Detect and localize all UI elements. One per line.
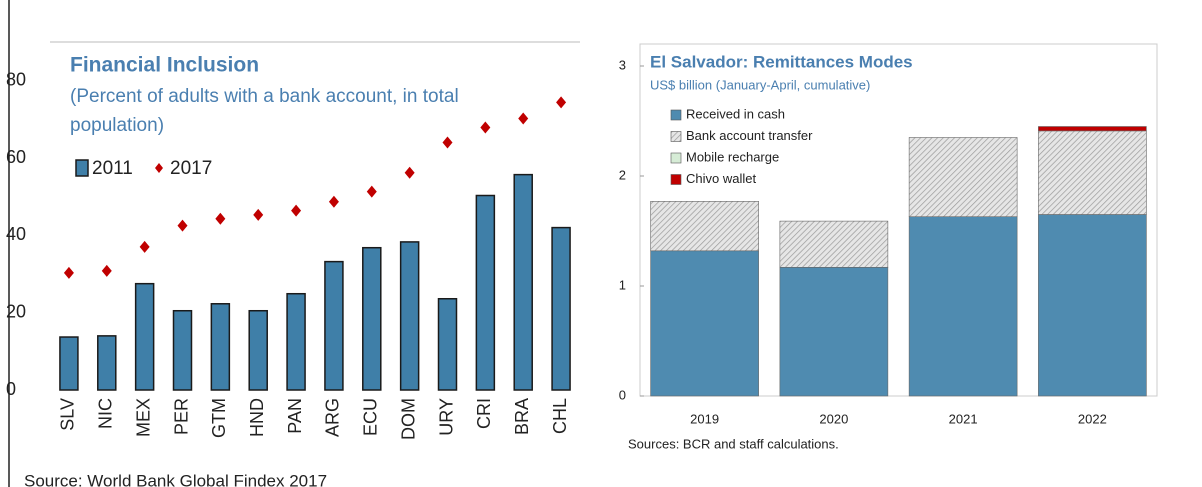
- bar-segment: [650, 250, 759, 397]
- x-tick-label: BRA: [512, 398, 532, 435]
- x-tick-label: ECU: [361, 398, 381, 436]
- bar: [172, 309, 193, 391]
- diamond-marker: [442, 136, 453, 149]
- diamond-marker: [518, 112, 529, 125]
- y-tick-label: 60: [6, 147, 26, 167]
- x-tick-label: 2022: [1078, 411, 1107, 426]
- y-tick-label: 0: [6, 379, 16, 399]
- y-tick-label: 20: [6, 301, 26, 321]
- x-tick-label: PAN: [285, 398, 305, 434]
- legend-label: Bank account transfer: [686, 128, 813, 143]
- x-tick-label: GTM: [209, 398, 229, 438]
- x-tick-label: 2019: [690, 411, 719, 426]
- x-tick-label: SLV: [58, 398, 78, 431]
- x-tick-label: 2020: [819, 411, 848, 426]
- bar: [551, 226, 571, 391]
- legend-swatch: [670, 131, 682, 142]
- legend-swatch: [670, 152, 682, 164]
- source: Sources: BCR and staff calculations.: [628, 436, 839, 451]
- diamond-marker: [215, 212, 226, 225]
- diamond-marker: [404, 166, 415, 179]
- bar: [97, 335, 117, 391]
- bar: [399, 241, 420, 391]
- legend-swatch: [155, 163, 163, 173]
- x-tick-label: MEX: [133, 398, 153, 437]
- legend-label: Received in cash: [686, 106, 785, 121]
- bar: [248, 309, 268, 391]
- chart-title: El Salvador: Remittances Modes: [650, 52, 913, 71]
- diamond-marker: [101, 264, 112, 277]
- legend-swatch: [75, 159, 89, 177]
- bar-segment: [1038, 130, 1147, 215]
- bar: [362, 246, 382, 391]
- x-tick-label: ARG: [323, 398, 343, 437]
- x-tick-label: URY: [436, 398, 456, 436]
- x-tick-label: CHL: [550, 398, 570, 434]
- bar-segment: [650, 201, 759, 252]
- diamond-marker: [177, 219, 188, 232]
- y-tick-label: 80: [6, 69, 26, 89]
- bar: [134, 282, 155, 391]
- legend-label: 2011: [92, 158, 133, 179]
- bar: [437, 297, 458, 391]
- diamond-marker: [139, 240, 150, 253]
- diamond-marker: [253, 208, 264, 221]
- bar: [286, 292, 306, 391]
- x-tick-label: CRI: [474, 398, 494, 429]
- chart-subtitle: (Percent of adults with a bank account, …: [70, 86, 459, 107]
- legend-label: 2017: [170, 158, 212, 179]
- legend-swatch: [670, 109, 682, 121]
- y-tick-label: 1: [619, 277, 626, 292]
- diamond-marker: [366, 185, 377, 198]
- diamond-marker: [291, 204, 302, 217]
- y-tick-label: 3: [619, 57, 626, 72]
- legend-label: Mobile recharge: [686, 149, 779, 164]
- diamond-marker: [328, 195, 339, 208]
- x-tick-label: 2021: [949, 411, 978, 426]
- chart-title: Financial Inclusion: [70, 54, 259, 77]
- x-tick-label: PER: [171, 398, 191, 435]
- bar: [513, 173, 533, 391]
- diamond-marker: [480, 121, 491, 134]
- diamond-marker: [63, 266, 74, 279]
- source: Source: World Bank Global Findex 2017: [24, 471, 327, 487]
- bar: [324, 260, 344, 391]
- diamond-marker: [556, 96, 567, 109]
- y-tick-label: 2: [619, 167, 626, 182]
- bar: [210, 303, 231, 391]
- x-tick-label: NIC: [96, 398, 116, 429]
- y-tick-label: 40: [6, 224, 26, 244]
- bar-segment: [1038, 214, 1147, 397]
- bar-segment: [1038, 126, 1147, 132]
- bar-segment: [908, 137, 1018, 217]
- chart-frame: [639, 43, 1158, 397]
- bar-segment: [779, 266, 889, 397]
- chart-subtitle: US$ billion (January-April, cumulative): [650, 77, 870, 92]
- chart-subtitle: population): [70, 115, 164, 136]
- x-tick-label: DOM: [398, 398, 418, 440]
- legend-label: Chivo wallet: [686, 171, 756, 186]
- x-tick-label: HND: [247, 398, 267, 437]
- y-tick-label: 0: [619, 387, 626, 402]
- bar-segment: [779, 220, 889, 268]
- bar: [475, 194, 496, 391]
- bar-segment: [908, 216, 1018, 397]
- legend-swatch: [670, 174, 682, 185]
- bar: [59, 336, 79, 391]
